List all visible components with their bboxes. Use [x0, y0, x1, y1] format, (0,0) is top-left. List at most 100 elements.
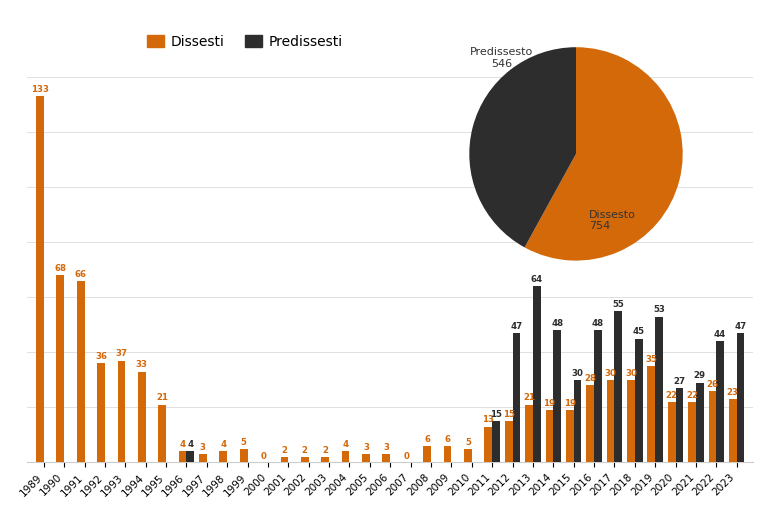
Bar — [553, 330, 561, 462]
Text: 5: 5 — [240, 438, 247, 446]
Bar — [158, 405, 166, 462]
Bar — [492, 421, 500, 462]
Text: 3: 3 — [363, 443, 369, 452]
Bar — [36, 96, 44, 462]
Bar — [696, 383, 703, 462]
Text: 22: 22 — [686, 391, 698, 400]
Bar — [97, 363, 105, 462]
Text: 22: 22 — [666, 391, 677, 400]
Bar — [512, 333, 520, 462]
Bar — [635, 339, 643, 462]
Bar — [574, 380, 581, 462]
Text: 30: 30 — [571, 369, 584, 378]
Text: 30: 30 — [625, 369, 637, 378]
Text: 68: 68 — [55, 264, 66, 273]
Text: 64: 64 — [531, 275, 543, 284]
Bar — [56, 275, 64, 462]
Bar — [533, 286, 541, 462]
Text: 44: 44 — [714, 330, 727, 339]
Bar — [709, 391, 717, 462]
Text: 21: 21 — [523, 393, 535, 403]
Bar — [717, 341, 724, 462]
Bar — [118, 361, 125, 462]
Bar — [505, 421, 512, 462]
Wedge shape — [525, 47, 683, 261]
Text: 2: 2 — [302, 446, 308, 455]
Text: 133: 133 — [31, 85, 49, 94]
Bar — [423, 446, 431, 462]
Bar — [586, 385, 594, 462]
Text: 36: 36 — [95, 352, 107, 361]
Text: 5: 5 — [465, 438, 471, 446]
Text: 6: 6 — [424, 435, 430, 444]
Bar — [179, 451, 187, 462]
Bar — [77, 281, 84, 462]
Text: 4: 4 — [180, 440, 186, 449]
Bar — [668, 402, 676, 462]
Text: 28: 28 — [584, 374, 596, 383]
Bar — [301, 457, 309, 462]
Bar — [444, 446, 452, 462]
Text: 2: 2 — [281, 446, 287, 455]
Bar — [688, 402, 696, 462]
Text: 0: 0 — [404, 452, 409, 461]
Text: 6: 6 — [445, 435, 451, 444]
Bar — [199, 454, 207, 462]
Bar — [607, 380, 614, 462]
Text: 26: 26 — [707, 380, 718, 389]
Text: 21: 21 — [156, 393, 168, 403]
Bar — [594, 330, 602, 462]
Text: 37: 37 — [115, 349, 127, 359]
Text: 47: 47 — [510, 322, 522, 331]
Bar — [220, 451, 227, 462]
Text: 4: 4 — [220, 440, 227, 449]
Text: 13: 13 — [482, 416, 495, 424]
Text: 19: 19 — [564, 399, 576, 408]
Text: 30: 30 — [604, 369, 617, 378]
Bar — [566, 410, 574, 462]
Bar — [614, 311, 622, 462]
Bar — [676, 388, 684, 462]
Bar — [737, 333, 744, 462]
Text: 2: 2 — [323, 446, 328, 455]
Bar — [545, 410, 553, 462]
Bar — [240, 449, 247, 462]
Bar — [138, 371, 146, 462]
Text: 48: 48 — [592, 319, 604, 328]
Text: 29: 29 — [694, 371, 706, 381]
Text: 0: 0 — [261, 452, 267, 461]
Bar — [655, 317, 663, 462]
Text: 15: 15 — [490, 410, 502, 419]
Bar — [485, 427, 492, 462]
Text: 19: 19 — [544, 399, 555, 408]
Bar — [464, 449, 472, 462]
Text: 47: 47 — [734, 322, 746, 331]
Text: Predissesto
546: Predissesto 546 — [470, 47, 533, 69]
Text: 35: 35 — [645, 355, 657, 364]
Text: 48: 48 — [551, 319, 563, 328]
Text: 27: 27 — [674, 377, 686, 386]
Bar — [382, 454, 390, 462]
Bar — [280, 457, 288, 462]
Text: 4: 4 — [343, 440, 349, 449]
Bar — [647, 366, 655, 462]
Bar — [627, 380, 635, 462]
Bar — [362, 454, 370, 462]
Text: 3: 3 — [200, 443, 206, 452]
Text: 45: 45 — [633, 327, 644, 337]
Text: 4: 4 — [187, 440, 194, 449]
Wedge shape — [469, 47, 576, 247]
Text: 55: 55 — [612, 300, 624, 309]
Bar — [342, 451, 349, 462]
Text: 66: 66 — [74, 269, 87, 279]
Bar — [187, 451, 194, 462]
Bar — [525, 405, 533, 462]
Legend: Dissesti, Predissesti: Dissesti, Predissesti — [141, 29, 349, 54]
Text: 15: 15 — [503, 410, 515, 419]
Bar — [729, 399, 737, 462]
Text: Dissesto
754: Dissesto 754 — [589, 210, 636, 231]
Text: 23: 23 — [727, 388, 739, 397]
Bar — [321, 457, 329, 462]
Text: 3: 3 — [383, 443, 389, 452]
Text: 33: 33 — [136, 361, 147, 369]
